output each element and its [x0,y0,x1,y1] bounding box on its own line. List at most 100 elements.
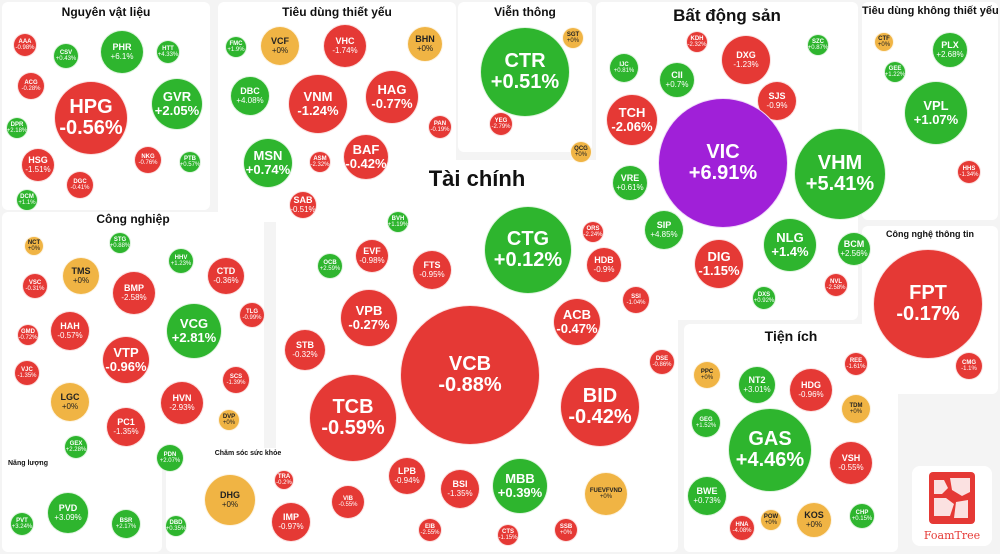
stock-tile-tch[interactable]: TCH -2.06% [606,94,658,146]
stock-tile-asm[interactable]: ASM -2.32% [309,151,331,173]
stock-tile-ppc[interactable]: PPC +0% [693,361,721,389]
stock-tile-vpb[interactable]: VPB -0.27% [340,289,398,347]
stock-tile-ijc[interactable]: IJC +0.81% [609,53,639,83]
stock-tile-vjc[interactable]: VJC -1.35% [14,360,40,386]
stock-tile-fuevfvnd[interactable]: FUEVFVND +0% [584,472,628,516]
stock-tile-mbb[interactable]: MBB +0.39% [492,458,548,514]
stock-tile-hhv[interactable]: HHV +1.23% [168,248,194,274]
stock-tile-hag[interactable]: HAG -0.77% [365,70,419,124]
stock-tile-vnm[interactable]: VNM -1.24% [288,74,348,134]
stock-tile-lgc[interactable]: LGC +0% [50,382,90,422]
stock-tile-acb[interactable]: ACB -0.47% [553,298,601,346]
stock-tile-nvl[interactable]: NVL -2.58% [824,273,848,297]
stock-tile-ssb[interactable]: SSB +0% [554,518,578,542]
stock-tile-phr[interactable]: PHR +6.1% [100,30,144,74]
stock-tile-cii[interactable]: CII +0.7% [659,62,695,98]
stock-tile-szc[interactable]: SZC +0.87% [807,34,829,56]
stock-tile-pdn[interactable]: PDN +2.07% [156,444,184,472]
stock-tile-plx[interactable]: PLX +2.68% [932,32,968,68]
stock-tile-pvt[interactable]: PVT +3.24% [10,512,34,536]
stock-tile-dxs[interactable]: DXS +0.92% [752,286,776,310]
stock-tile-cmg[interactable]: CMG -1.1% [955,352,983,380]
stock-tile-ctf[interactable]: CTF +0% [874,32,894,52]
stock-tile-hpg[interactable]: HPG -0.56% [54,81,128,155]
stock-tile-pan[interactable]: PAN -0.19% [428,115,452,139]
stock-tile-vcf[interactable]: VCF +0% [260,26,300,66]
stock-tile-sgt[interactable]: SGT +0% [562,27,584,49]
stock-tile-csv[interactable]: CSV +0.43% [53,43,79,69]
stock-tile-hah[interactable]: HAH -0.57% [50,311,90,351]
stock-tile-fmc[interactable]: FMC +1.9% [225,36,247,58]
stock-tile-bvh[interactable]: BVH +1.19% [387,211,409,233]
stock-tile-cts[interactable]: CTS -1.15% [497,524,519,546]
stock-tile-ors[interactable]: ORS -2.24% [582,221,604,243]
stock-tile-hna[interactable]: HNA -4.08% [729,515,755,541]
stock-tile-nlg[interactable]: NLG +1.4% [763,218,817,272]
stock-tile-stb[interactable]: STB -0.32% [284,329,326,371]
stock-tile-vib[interactable]: VIB -0.55% [331,485,365,519]
stock-tile-qcg[interactable]: QCG +0% [570,141,592,163]
stock-tile-tlg[interactable]: TLG -0.99% [239,302,265,328]
stock-tile-fts[interactable]: FTS -0.95% [412,250,452,290]
stock-tile-imp[interactable]: IMP -0.97% [271,502,311,542]
stock-tile-bhn[interactable]: BHN +0% [407,26,443,62]
stock-tile-lpb[interactable]: LPB -0.94% [388,457,426,495]
stock-tile-vsh[interactable]: VSH -0.55% [829,441,873,485]
stock-tile-vtp[interactable]: VTP -0.96% [102,336,150,384]
stock-tile-bsi[interactable]: BSI -1.35% [440,469,480,509]
stock-tile-sab[interactable]: SAB -0.51% [289,191,317,219]
stock-tile-pow[interactable]: POW +0% [760,509,782,531]
stock-tile-dgc[interactable]: DGC -0.41% [66,171,94,199]
stock-tile-tdm[interactable]: TDM +0% [841,394,871,424]
stock-tile-acg[interactable]: ACG -0.28% [17,72,45,100]
stock-tile-fpt[interactable]: FPT -0.17% [873,249,983,359]
stock-tile-ocb[interactable]: OCB +2.59% [317,253,343,279]
stock-tile-vre[interactable]: VRE +0.61% [612,165,648,201]
stock-tile-hhs[interactable]: HHS -1.34% [957,160,981,184]
stock-tile-ptb[interactable]: PTB +0.57% [179,151,201,173]
stock-tile-nct[interactable]: NCT +0% [24,236,44,256]
stock-tile-bcm[interactable]: BCM +2.56% [837,232,871,266]
stock-tile-hsg[interactable]: HSG -1.51% [21,148,55,182]
stock-tile-eib[interactable]: EIB -2.55% [418,518,442,542]
stock-tile-dhg[interactable]: DHG +0% [204,474,256,526]
stock-tile-htt[interactable]: HTT +4.33% [156,40,180,64]
stock-tile-bwe[interactable]: BWE +0.73% [687,476,727,516]
stock-tile-vpl[interactable]: VPL +1.07% [904,81,968,145]
stock-tile-vsc[interactable]: VSC -0.31% [22,273,48,299]
stock-tile-nt2[interactable]: NT2 +3.01% [738,366,776,404]
stock-tile-baf[interactable]: BAF -0.42% [343,134,389,180]
stock-tile-dvp[interactable]: DVP +0% [218,409,240,431]
stock-tile-aaa[interactable]: AAA -0.98% [13,33,37,57]
stock-tile-hdb[interactable]: HDB -0.9% [586,247,622,283]
stock-tile-hdg[interactable]: HDG -0.96% [789,368,833,412]
stock-tile-yeg[interactable]: YEG -2.79% [489,112,513,136]
stock-tile-ssi[interactable]: SSI -1.04% [622,286,650,314]
stock-tile-dig[interactable]: DIG -1.15% [694,239,744,289]
stock-tile-dpr[interactable]: DPR +2.18% [6,117,28,139]
stock-tile-gmd[interactable]: GMD -0.72% [17,324,39,346]
stock-tile-gas[interactable]: GAS +4.46% [728,408,812,492]
stock-tile-dbd[interactable]: DBD +0.35% [165,515,187,537]
stock-tile-kdh[interactable]: KDH -2.32% [686,31,708,53]
stock-tile-pvd[interactable]: PVD +3.09% [47,492,89,534]
stock-tile-ctr[interactable]: CTR +0.51% [480,27,570,117]
stock-tile-evf[interactable]: EVF -0.98% [355,239,389,273]
stock-tile-vcb[interactable]: VCB -0.88% [400,305,540,445]
stock-tile-dxg[interactable]: DXG -1.23% [721,35,771,85]
stock-tile-chp[interactable]: CHP +0.15% [849,503,875,529]
stock-tile-ctd[interactable]: CTD -0.36% [207,257,245,295]
stock-tile-tcb[interactable]: TCB -0.59% [309,374,397,462]
stock-tile-vcg[interactable]: VCG +2.81% [166,303,222,359]
stock-tile-msn[interactable]: MSN +0.74% [243,138,293,188]
stock-tile-dcm[interactable]: DCM +1.1% [16,189,38,211]
stock-tile-sip[interactable]: SIP +4.85% [644,210,684,250]
stock-tile-pc1[interactable]: PC1 -1.35% [106,407,146,447]
stock-tile-vhc[interactable]: VHC -1.74% [323,24,367,68]
stock-tile-dse[interactable]: DSE -0.86% [649,349,675,375]
stock-tile-gex[interactable]: GEX +2.28% [64,435,88,459]
stock-tile-hvn[interactable]: HVN -2.93% [160,381,204,425]
stock-tile-dbc[interactable]: DBC +4.08% [230,76,270,116]
stock-tile-bmp[interactable]: BMP -2.58% [112,271,156,315]
stock-tile-stg[interactable]: STG +0.88% [109,232,131,254]
